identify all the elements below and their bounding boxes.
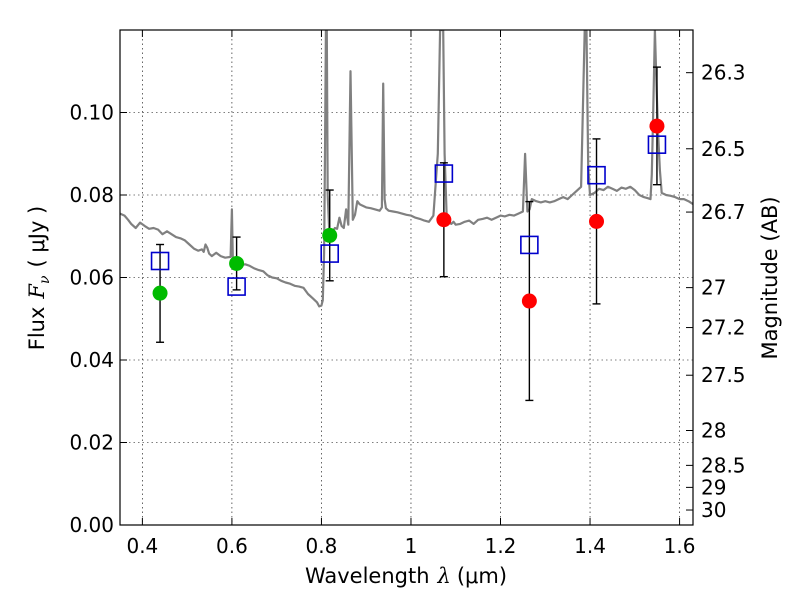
x-tick-label: 1.6 bbox=[664, 534, 696, 558]
observed-nir-point bbox=[521, 293, 537, 309]
model-photometry-square bbox=[587, 165, 606, 185]
y2-tick-label: 26.3 bbox=[701, 61, 746, 85]
y-axis-label: FluxFν( μJy ) bbox=[25, 206, 53, 350]
template-spectrum-line bbox=[120, 30, 693, 308]
x-tick-label: 0.8 bbox=[306, 534, 338, 558]
observed-optical-point bbox=[322, 227, 338, 243]
observed-nir-point bbox=[649, 118, 665, 134]
y2-tick-label: 29 bbox=[701, 475, 726, 499]
y2-tick-label: 27.2 bbox=[701, 316, 746, 340]
template-spectrum-layer bbox=[120, 30, 693, 308]
observed-optical-point bbox=[152, 285, 168, 301]
y2-tick-label: 26.7 bbox=[701, 200, 746, 224]
model-photometry-square bbox=[150, 251, 170, 271]
x-tick-label: 1.2 bbox=[485, 534, 517, 558]
y2-tick-label: 28.5 bbox=[701, 453, 746, 477]
model-photometry-square bbox=[434, 164, 454, 183]
x-tick-label: 0.6 bbox=[216, 534, 248, 558]
axis-ticks: 0.4 0.6 0.8 1 1.2 1.4 1.6 0.00 0.02 0.04 0.06 0.08 0… bbox=[69, 30, 746, 558]
observed-optical-point bbox=[229, 255, 245, 271]
observed-nir-point bbox=[589, 213, 605, 229]
x-tick-label: 1 bbox=[405, 534, 418, 558]
x-tick-label: 1.4 bbox=[574, 534, 606, 558]
y-tick-label: 0.04 bbox=[69, 348, 114, 372]
y2-tick-label: 30 bbox=[701, 498, 726, 522]
y-tick-label: 0.06 bbox=[69, 266, 114, 290]
model-photometry-square bbox=[320, 244, 340, 263]
model-photometry-square bbox=[227, 277, 246, 296]
y-tick-label: 0.02 bbox=[69, 431, 114, 455]
x-tick-label: 0.4 bbox=[126, 534, 158, 558]
y-tick-label: 0.08 bbox=[69, 183, 114, 207]
y-tick-label: 0.00 bbox=[69, 513, 114, 537]
grid-lines bbox=[120, 30, 693, 526]
model-photometry-square bbox=[647, 135, 667, 154]
y2-axis-label: Magnitude (AB) bbox=[758, 196, 782, 359]
y2-tick-label: 28 bbox=[701, 418, 726, 442]
markers-layer bbox=[150, 118, 667, 309]
y-tick-label: 0.10 bbox=[69, 101, 114, 125]
y2-tick-label: 27 bbox=[701, 276, 726, 300]
model-photometry-square bbox=[520, 235, 539, 255]
y2-tick-label: 26.5 bbox=[701, 137, 746, 161]
y2-tick-label: 27.5 bbox=[701, 363, 746, 387]
x-axis-label: Wavelength λ (μm) bbox=[305, 564, 507, 588]
observed-nir-point bbox=[436, 212, 452, 228]
